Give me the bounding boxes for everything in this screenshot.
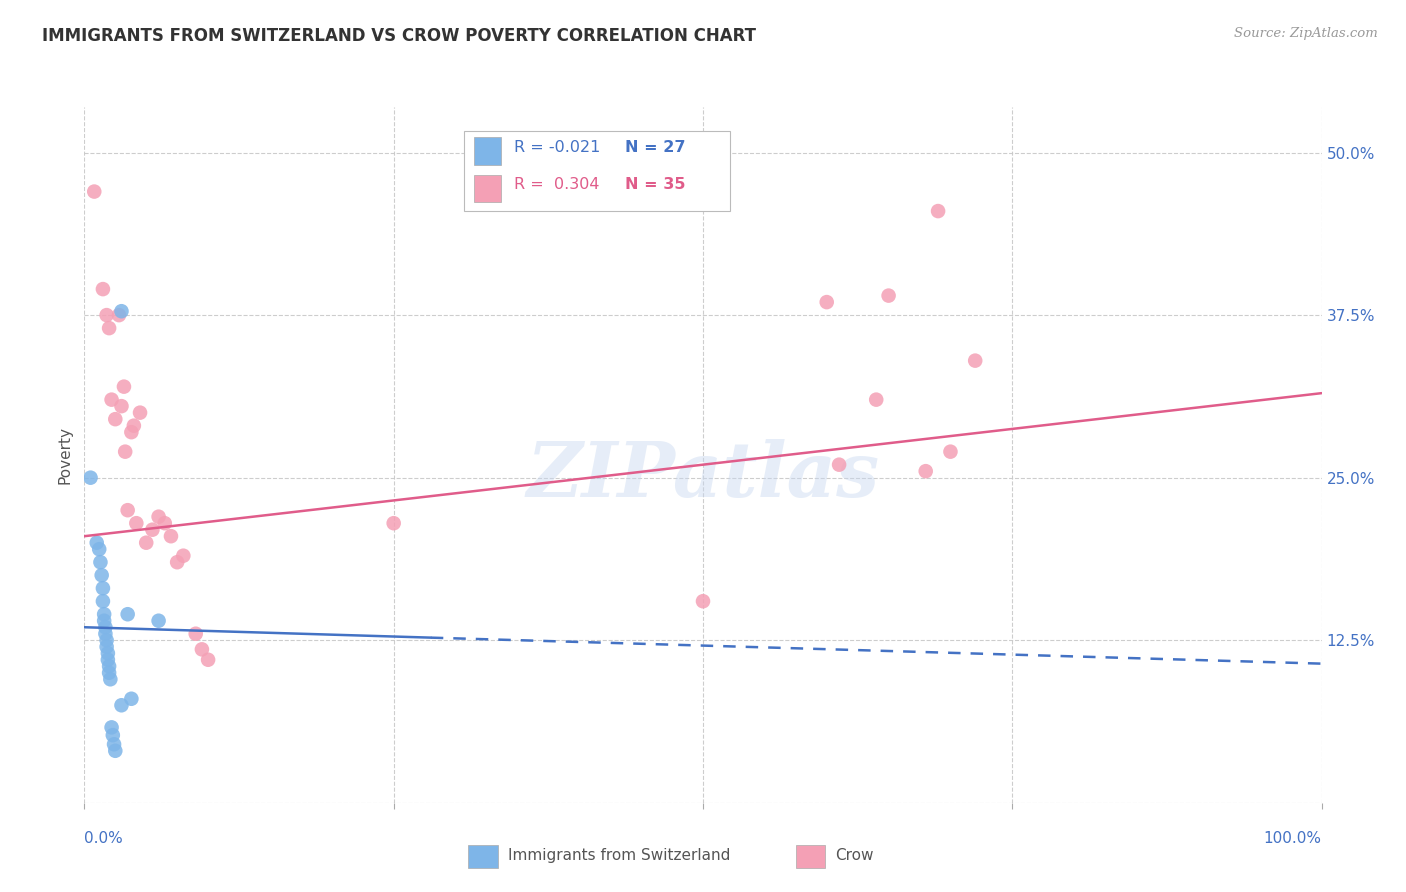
FancyBboxPatch shape (474, 175, 502, 202)
Point (83, 185, 105, 199)
Point (120, 691, 142, 706)
Text: 0.0%: 0.0% (84, 830, 124, 846)
Point (141, 523, 163, 537)
Text: Crow: Crow (835, 848, 875, 863)
Point (692, 594, 714, 608)
FancyBboxPatch shape (474, 137, 502, 165)
Point (97, 653, 120, 667)
Point (89, 555, 111, 569)
Text: ZIPatlas: ZIPatlas (526, 439, 880, 513)
Point (172, 549, 194, 563)
Point (103, 737, 125, 751)
Text: N = 35: N = 35 (626, 178, 686, 193)
Point (110, 698, 132, 713)
Point (877, 288, 900, 302)
Point (101, 728, 124, 742)
Point (865, 392, 887, 407)
Point (382, 516, 405, 531)
Point (108, 308, 131, 322)
Point (98, 665, 121, 680)
Point (91, 282, 114, 296)
Point (98, 321, 121, 335)
Point (148, 509, 170, 524)
Point (197, 653, 219, 667)
Point (86, 535, 108, 549)
Point (110, 399, 132, 413)
Point (93, 607, 115, 622)
Point (117, 607, 139, 622)
Point (100, 720, 122, 734)
Point (160, 529, 183, 543)
Point (965, 353, 987, 368)
Point (91, 581, 114, 595)
FancyBboxPatch shape (468, 845, 498, 868)
Point (125, 516, 148, 531)
Point (135, 535, 157, 549)
Point (914, 464, 936, 478)
Point (89, 542, 111, 557)
Text: Immigrants from Switzerland: Immigrants from Switzerland (508, 848, 730, 863)
Point (815, 295, 838, 310)
Point (104, 412, 127, 426)
Point (112, 379, 135, 393)
Point (939, 444, 962, 458)
Point (94, 626, 117, 640)
Point (98, 672, 121, 686)
Point (110, 304, 132, 318)
Point (100, 392, 122, 407)
Point (184, 626, 207, 640)
Point (148, 614, 170, 628)
Point (153, 516, 176, 531)
Point (96, 640, 118, 654)
Text: N = 27: N = 27 (626, 140, 686, 155)
Text: IMMIGRANTS FROM SWITZERLAND VS CROW POVERTY CORRELATION CHART: IMMIGRANTS FROM SWITZERLAND VS CROW POVE… (42, 27, 756, 45)
Point (91, 594, 114, 608)
Point (117, 503, 139, 517)
FancyBboxPatch shape (796, 845, 825, 868)
Point (122, 418, 145, 433)
Point (191, 642, 214, 657)
Point (129, 406, 152, 420)
Point (104, 744, 127, 758)
Point (828, 458, 851, 472)
Point (96, 308, 118, 322)
Point (97, 646, 120, 660)
Point (166, 555, 188, 569)
Point (94, 620, 117, 634)
Text: Source: ZipAtlas.com: Source: ZipAtlas.com (1234, 27, 1378, 40)
Point (98, 659, 121, 673)
Point (927, 204, 949, 219)
Text: 100.0%: 100.0% (1264, 830, 1322, 846)
Point (120, 425, 142, 439)
Text: R =  0.304: R = 0.304 (513, 178, 599, 193)
Y-axis label: Poverty: Poverty (58, 425, 73, 484)
FancyBboxPatch shape (464, 131, 730, 211)
Text: R = -0.021: R = -0.021 (513, 140, 600, 155)
Point (114, 444, 136, 458)
Point (96, 633, 118, 648)
Point (79, 471, 101, 485)
Point (90, 568, 112, 582)
Point (93, 614, 115, 628)
